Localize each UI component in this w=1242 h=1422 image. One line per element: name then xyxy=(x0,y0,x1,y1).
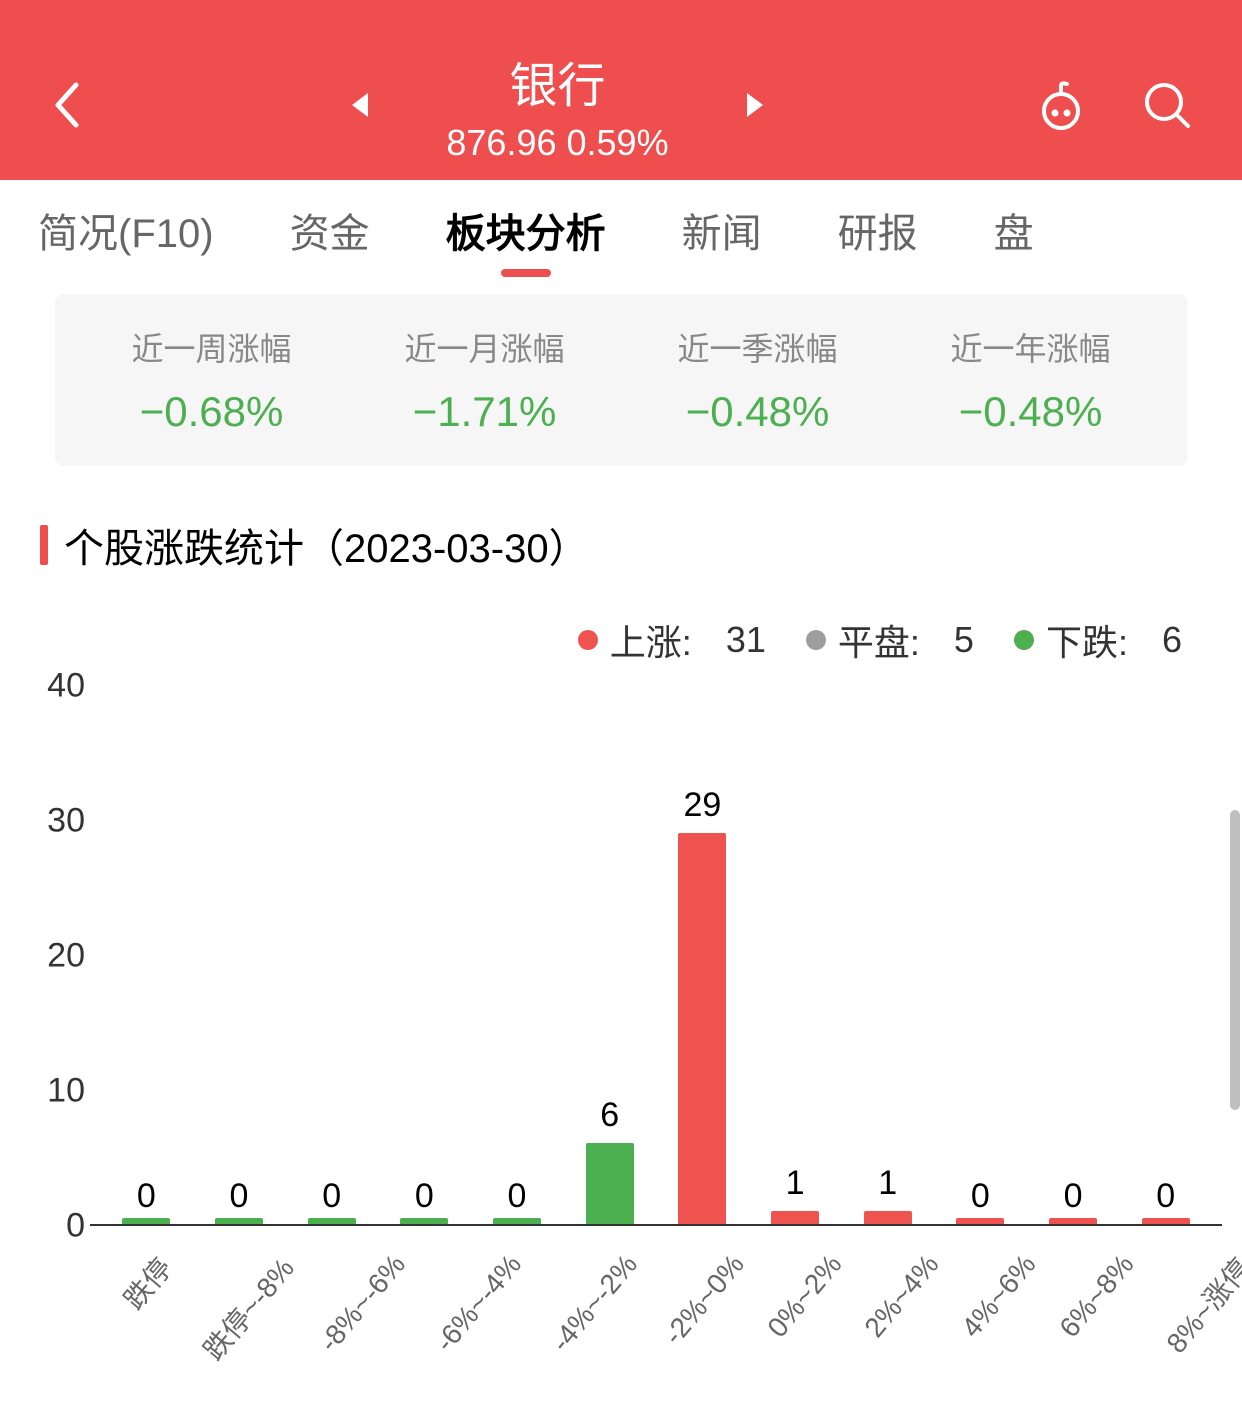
stat-label: 近一季涨幅 xyxy=(621,324,894,370)
x-label: 4%~6% xyxy=(956,1249,1049,1349)
x-label-slot: 跌停 xyxy=(100,1241,156,1281)
legend-flat: 平盘: 5 xyxy=(806,614,974,666)
stat-1: 近一月涨幅 −1.71% xyxy=(348,324,621,436)
bar-slot: 0 xyxy=(471,686,564,1224)
x-label: 6%~8% xyxy=(1053,1249,1146,1349)
y-tick: 20 xyxy=(47,937,85,976)
bar-value-label: 1 xyxy=(786,1164,805,1203)
stat-label: 近一周涨幅 xyxy=(75,324,348,370)
header-title: 银行 xyxy=(509,46,605,116)
bar-slot: 0 xyxy=(378,686,471,1224)
prev-icon[interactable] xyxy=(344,89,376,121)
bar-slot: 0 xyxy=(934,686,1027,1224)
bar-slot: 0 xyxy=(1027,686,1120,1224)
y-tick: 40 xyxy=(47,667,85,706)
bar-value-label: 1 xyxy=(878,1164,897,1203)
bar xyxy=(864,1211,912,1225)
x-label: -4%~-2% xyxy=(545,1249,650,1364)
tab-2[interactable]: 板块分析 xyxy=(438,181,614,279)
bar-value-label: 0 xyxy=(415,1177,434,1216)
bar-value-label: 0 xyxy=(1064,1177,1083,1216)
tab-0[interactable]: 简况(F10) xyxy=(30,181,222,279)
x-label: -2%~0% xyxy=(658,1249,757,1356)
bar-value-label: 0 xyxy=(230,1177,249,1216)
chart-area: 010203040 0000062911000 跌停跌停~-8%-8%~-6%-… xyxy=(30,686,1222,1376)
stat-3: 近一年涨幅 −0.48% xyxy=(894,324,1167,436)
tabs-bar: 简况(F10) 资金板块分析新闻研报盘 xyxy=(0,180,1242,280)
bar xyxy=(956,1218,1004,1224)
bar xyxy=(308,1218,356,1224)
bar xyxy=(1049,1218,1097,1224)
section-title: 个股涨跌统计（2023-03-30） xyxy=(40,516,1202,574)
legend-down-dot xyxy=(1014,630,1034,650)
x-label: 跌停~-8% xyxy=(193,1249,302,1368)
bar-value-label: 0 xyxy=(137,1177,156,1216)
tab-5[interactable]: 盘 xyxy=(986,181,1042,279)
stat-value: −1.71% xyxy=(348,388,621,436)
legend-up: 上涨: 31 xyxy=(578,614,766,666)
tab-1[interactable]: 资金 xyxy=(282,181,378,279)
header-subtitle: 876.96 0.59% xyxy=(446,122,668,164)
stat-label: 近一年涨幅 xyxy=(894,324,1167,370)
bar-value-label: 0 xyxy=(322,1177,341,1216)
chart-legend: 上涨: 31 平盘: 5 下跌: 6 xyxy=(0,604,1242,686)
stat-value: −0.48% xyxy=(894,388,1167,436)
bar-slot: 0 xyxy=(100,686,193,1224)
legend-down: 下跌: 6 xyxy=(1014,614,1182,666)
scrollbar-thumb[interactable] xyxy=(1230,810,1240,1110)
stat-value: −0.48% xyxy=(621,388,894,436)
x-label: -6%~-4% xyxy=(429,1249,534,1364)
bar xyxy=(400,1218,448,1224)
bar xyxy=(215,1218,263,1224)
y-tick: 0 xyxy=(66,1207,85,1246)
robot-icon[interactable] xyxy=(1035,79,1087,131)
header-bar: 银行 876.96 0.59% xyxy=(0,0,1242,180)
bar xyxy=(1142,1218,1190,1224)
bar-value-label: 0 xyxy=(1156,1177,1175,1216)
stat-0: 近一周涨幅 −0.68% xyxy=(75,324,348,436)
y-tick: 10 xyxy=(47,1072,85,1111)
next-icon[interactable] xyxy=(739,89,771,121)
bar-slot: 1 xyxy=(749,686,842,1224)
bar xyxy=(586,1143,634,1224)
stat-value: −0.68% xyxy=(75,388,348,436)
bar-slot: 0 xyxy=(285,686,378,1224)
bar-value-label: 29 xyxy=(683,786,721,825)
bar-value-label: 0 xyxy=(971,1177,990,1216)
x-label: -8%~-6% xyxy=(313,1249,418,1364)
chart-plot: 0 0 0 0 0 6 29 1 1 0 0 0 xyxy=(90,686,1222,1226)
stats-card: 近一周涨幅−0.68%近一月涨幅−1.71%近一季涨幅−0.48%近一年涨幅−0… xyxy=(55,294,1187,466)
bar-slot: 6 xyxy=(563,686,656,1224)
bar-value-label: 6 xyxy=(600,1096,619,1135)
tab-4[interactable]: 研报 xyxy=(830,181,926,279)
stat-2: 近一季涨幅 −0.48% xyxy=(621,324,894,436)
bar-value-label: 0 xyxy=(508,1177,527,1216)
bar-slot: 29 xyxy=(656,686,749,1224)
legend-up-dot xyxy=(578,630,598,650)
x-label: 8%~涨停 xyxy=(1156,1249,1242,1361)
bar xyxy=(771,1211,819,1225)
y-tick: 30 xyxy=(47,802,85,841)
bar-slot: 0 xyxy=(1119,686,1212,1224)
tab-3[interactable]: 新闻 xyxy=(674,181,770,279)
bar xyxy=(678,833,726,1225)
bar xyxy=(493,1218,541,1224)
bar xyxy=(122,1218,170,1224)
back-icon[interactable] xyxy=(50,81,80,129)
bar-slot: 0 xyxy=(193,686,286,1224)
x-label: 0%~2% xyxy=(761,1249,854,1349)
legend-flat-dot xyxy=(806,630,826,650)
stat-label: 近一月涨幅 xyxy=(348,324,621,370)
search-icon[interactable] xyxy=(1142,80,1192,130)
bar-slot: 1 xyxy=(841,686,934,1224)
x-label: 2%~4% xyxy=(858,1249,951,1349)
